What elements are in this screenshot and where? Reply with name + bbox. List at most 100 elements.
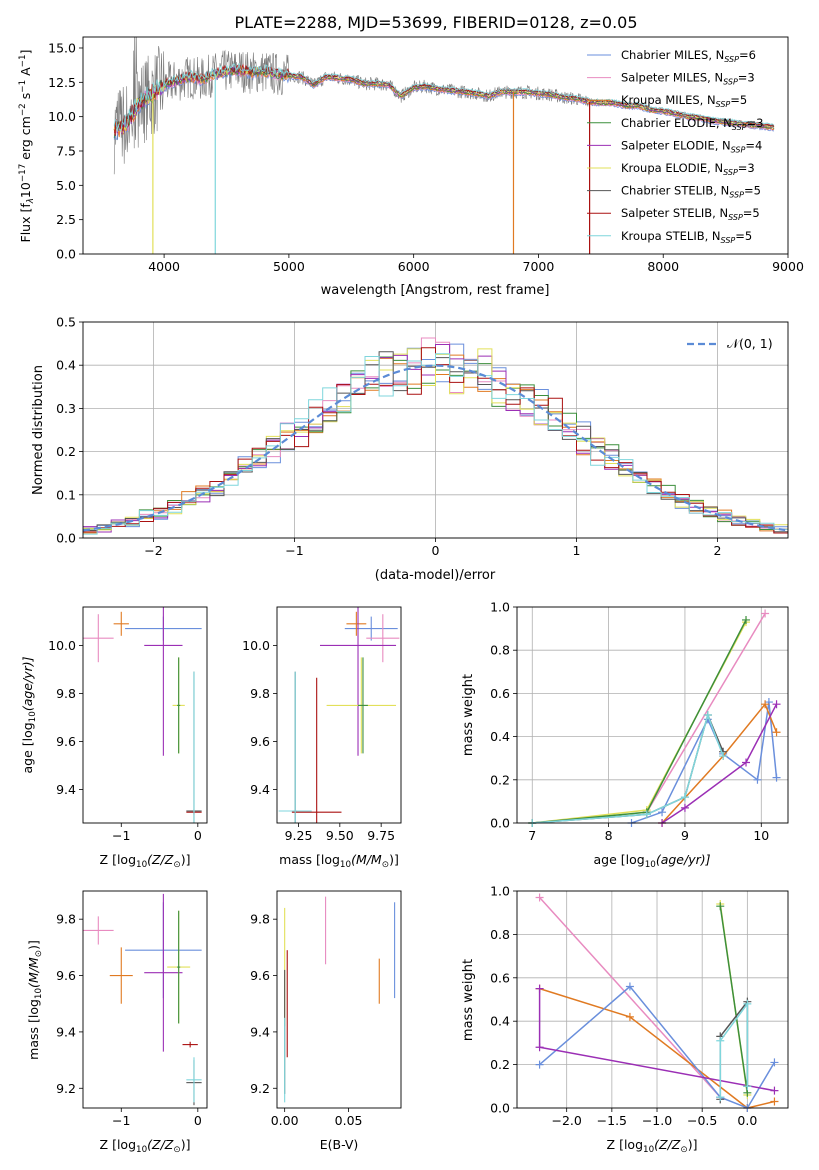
residuals-ytick-label: 0.1 bbox=[56, 487, 76, 502]
residuals-xtick-label: 1 bbox=[573, 543, 581, 558]
age_vs_Z-axes: −1 0 9.4 9.6 9.8 10.0 bbox=[48, 638, 202, 843]
legend-label-kroupa_miles: Kroupa MILES, NSSP=5 bbox=[621, 93, 747, 109]
weight_vs_age-line-salpeter_miles bbox=[646, 613, 766, 813]
weight_vs_Z-line-kroupa_stelib bbox=[719, 1001, 749, 1098]
weight_vs_age-ytick-label: 0.4 bbox=[490, 729, 510, 744]
age_vs_Z-ytick-label: 9.4 bbox=[56, 782, 76, 797]
weight_vs_Z-marker-salpeter_elodie bbox=[535, 984, 544, 993]
spectrum-ytick-label: 2.5 bbox=[56, 212, 76, 227]
mass_vs_ebv-ytick-label: 9.4 bbox=[250, 1024, 270, 1039]
weight_vs_Z-xtick-label: −2.0 bbox=[552, 1113, 582, 1128]
residuals-xtick-label: −2 bbox=[144, 543, 162, 558]
mass_vs_ebv-axes: 0.00 0.05 9.2 9.4 9.6 9.8 bbox=[250, 912, 362, 1128]
weight_vs_Z-marker-kroupa_stelib bbox=[743, 1082, 752, 1091]
weight_vs_Z-marker-chabrier_elodie bbox=[716, 902, 725, 911]
mass_vs_Z-ytick-label: 9.6 bbox=[56, 968, 76, 983]
legend-label-salpeter_elodie: Salpeter ELODIE, NSSP=4 bbox=[621, 138, 762, 154]
weight_vs_Z-marker-kroupa_miles bbox=[770, 1097, 779, 1106]
weight-age-xlabel: age [log10(age/yr)] bbox=[593, 852, 710, 870]
mass_vs_Z-xtick-label: 0 bbox=[194, 1113, 202, 1128]
weight_vs_Z-xtick-label: 0.0 bbox=[737, 1113, 757, 1128]
mass_vs_Z-frame bbox=[82, 890, 208, 1109]
mass_vs_Z-axes: −1 0 9.2 9.4 9.6 9.8 bbox=[56, 912, 202, 1128]
age_vs_mass-axes: 9.25 9.50 9.75 9.4 9.6 9.8 10.0 bbox=[242, 638, 395, 843]
weight_vs_age-xtick-label: 9 bbox=[681, 828, 689, 843]
residuals-xtick-label: 2 bbox=[714, 543, 722, 558]
mass_vs_ebv-ytick-label: 9.2 bbox=[250, 1081, 270, 1096]
weight_vs_age-ytick-label: 1.0 bbox=[490, 600, 510, 615]
legend-label-chabrier_stelib: Chabrier STELIB, NSSP=5 bbox=[621, 184, 761, 200]
mass-ebv-xlabel: E(B-V) bbox=[320, 1137, 359, 1152]
weight_vs_age-ytick-label: 0.0 bbox=[490, 816, 510, 831]
weight_vs_age-frame bbox=[516, 606, 789, 824]
spectrum-xtick-label: 7000 bbox=[523, 259, 555, 274]
spectrum-model-kroupa_stelib bbox=[113, 63, 775, 132]
legend-label-kroupa_elodie: Kroupa ELODIE, NSSP=3 bbox=[621, 161, 755, 177]
residual-ylabel: Normed distribution bbox=[31, 365, 46, 495]
age-Z-ylabel: age [log10(age/yr)] bbox=[20, 656, 38, 773]
weight_vs_age-xtick-label: 10 bbox=[753, 828, 769, 843]
gaussian-legend-label: 𝒩(0, 1) bbox=[727, 336, 773, 351]
weight-Z-ylabel: mass weight bbox=[461, 959, 476, 1041]
age_vs_Z-ytick-label: 10.0 bbox=[48, 638, 76, 653]
weight_vs_age-ytick-label: 0.2 bbox=[490, 772, 510, 787]
plot-layer: 4000 5000 6000 7000 8000 90000.02.55.07.510.0… bbox=[18, 36, 804, 1155]
weight_vs_Z-frame bbox=[516, 890, 789, 1109]
age_vs_mass-frame bbox=[276, 606, 402, 824]
weight_vs_Z-marker-kroupa_stelib bbox=[716, 1036, 725, 1045]
mass_vs_ebv-frame bbox=[276, 890, 402, 1109]
spectrum-ytick-label: 10.0 bbox=[48, 109, 76, 124]
weight_vs_age-marker-salpeter_elodie bbox=[680, 803, 689, 812]
spectrum-xtick-label: 9000 bbox=[772, 259, 804, 274]
weight_vs_Z-marker-salpeter_elodie bbox=[770, 1086, 779, 1095]
residuals-plot-area bbox=[83, 337, 788, 535]
spectrum-ytick-label: 0.0 bbox=[56, 247, 76, 262]
residuals-ytick-label: 0.4 bbox=[56, 358, 76, 373]
spectrum-ytick-label: 7.5 bbox=[56, 143, 76, 158]
mass_vs_ebv-ytick-label: 9.8 bbox=[250, 912, 270, 927]
spectrum-xtick-label: 8000 bbox=[647, 259, 679, 274]
mass_vs_Z-xtick-label: −1 bbox=[112, 1113, 130, 1128]
spectrum-plot-area bbox=[113, 37, 775, 254]
weight_vs_age-marker-kroupa_miles bbox=[772, 728, 781, 737]
residual-hist-salpeter_stelib bbox=[83, 347, 788, 534]
age_vs_Z-ytick-label: 9.8 bbox=[56, 686, 76, 701]
weight_vs_Z-ytick-label: 0.4 bbox=[490, 1014, 510, 1029]
spectrum-xtick-label: 5000 bbox=[273, 259, 305, 274]
mass-Z-xlabel: Z [log10(Z/Z⊙)] bbox=[100, 1137, 191, 1155]
age-mass-xlabel: mass [log10(M/M⊙)] bbox=[279, 852, 399, 870]
spectrum-xtick-label: 4000 bbox=[148, 259, 180, 274]
age-Z-xlabel: Z [log10(Z/Z⊙)] bbox=[100, 852, 191, 870]
weight_vs_age-line-kroupa_miles bbox=[661, 702, 778, 824]
weight_vs_Z-ytick-label: 0.8 bbox=[490, 927, 510, 942]
weight_vs_Z-marker-chabrier_miles bbox=[770, 1058, 779, 1067]
weight_vs_age-marker-kroupa_stelib bbox=[703, 711, 712, 719]
weight_vs_Z-line-kroupa_miles bbox=[539, 987, 775, 1109]
weight_vs_age-marker-salpeter_miles bbox=[761, 609, 770, 618]
spectrum-ytick-label: 12.5 bbox=[48, 75, 76, 90]
weight_vs_age-marker-salpeter_elodie bbox=[772, 700, 781, 709]
mass_vs_Z-ytick-label: 9.8 bbox=[56, 912, 76, 927]
weight_vs_Z-ytick-label: 0.6 bbox=[490, 970, 510, 985]
residuals-frame bbox=[82, 321, 789, 539]
weight_vs_age-ytick-label: 0.6 bbox=[490, 686, 510, 701]
age_vs_Z-xtick-label: 0 bbox=[194, 828, 202, 843]
weight-Z-xlabel: Z [log10(Z/Z⊙)] bbox=[607, 1137, 698, 1155]
weight_vs_Z-marker-chabrier_miles bbox=[535, 1060, 544, 1069]
residuals-ytick-label: 0.3 bbox=[56, 401, 76, 416]
age_vs_Z-xtick-label: −1 bbox=[112, 828, 130, 843]
weight_vs_age-marker-kroupa_stelib bbox=[680, 793, 689, 802]
mass-Z-ylabel: mass [log10(M/M⊙)] bbox=[26, 940, 44, 1060]
weight_vs_age-line-salpeter_elodie bbox=[661, 703, 778, 824]
spectrum-axes: 4000 5000 6000 7000 8000 9000 0.0 2.5 5.0 7.5 10.0… bbox=[48, 40, 804, 274]
weight_vs_Z-marker-salpeter_miles bbox=[535, 893, 544, 902]
spectrum-legend: Chabrier MILES, NSSP=6 Salpeter MILES, NS… bbox=[587, 48, 763, 245]
age_vs_mass-xtick-label: 9.75 bbox=[367, 828, 395, 843]
weight_vs_age-marker-chabrier_elodie bbox=[742, 615, 751, 624]
weight_vs_age-ytick-label: 0.8 bbox=[490, 643, 510, 658]
age_vs_mass-ytick-label: 9.4 bbox=[250, 782, 270, 797]
spectrum-xtick-label: 6000 bbox=[398, 259, 430, 274]
weight_vs_age-marker-kroupa_stelib bbox=[719, 752, 728, 761]
